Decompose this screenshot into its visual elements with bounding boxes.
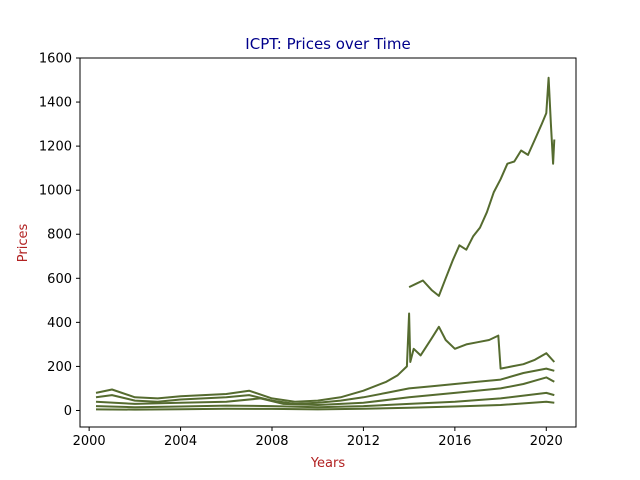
y-tick-label: 400 — [47, 316, 72, 331]
x-tick-label: 2012 — [347, 434, 380, 449]
series-line-4 — [95, 391, 555, 409]
y-axis-label: Prices — [16, 224, 31, 263]
y-tick-label: 800 — [47, 228, 72, 243]
series-line-3 — [95, 376, 555, 406]
y-tick-label: 600 — [47, 272, 72, 287]
series-line-0 — [408, 76, 556, 297]
plot-area — [95, 76, 556, 411]
y-tick-label: 0 — [64, 404, 72, 419]
y-tick-label: 1200 — [39, 140, 72, 155]
chart-title: ICPT: Prices over Time — [245, 35, 410, 53]
series-line-1 — [95, 312, 556, 403]
x-tick-label: 2016 — [438, 434, 471, 449]
series-line-5 — [95, 400, 555, 411]
axes-frame — [79, 57, 577, 428]
y-tick-label: 1600 — [39, 52, 72, 67]
x-axis-ticks: 2000 2004 2008 2012 2016 2020 — [73, 427, 563, 449]
x-axis-label: Years — [310, 456, 346, 471]
y-axis-ticks: 0 200 400 600 800 1000 1200 1400 1600 — [39, 52, 80, 419]
x-tick-label: 2008 — [255, 434, 288, 449]
series-line-2 — [95, 367, 555, 405]
x-tick-label: 2000 — [73, 434, 106, 449]
x-tick-label: 2004 — [164, 434, 197, 449]
y-tick-label: 1000 — [39, 184, 72, 199]
y-tick-label: 1400 — [39, 96, 72, 111]
y-tick-label: 200 — [47, 360, 72, 375]
x-tick-label: 2020 — [530, 434, 563, 449]
